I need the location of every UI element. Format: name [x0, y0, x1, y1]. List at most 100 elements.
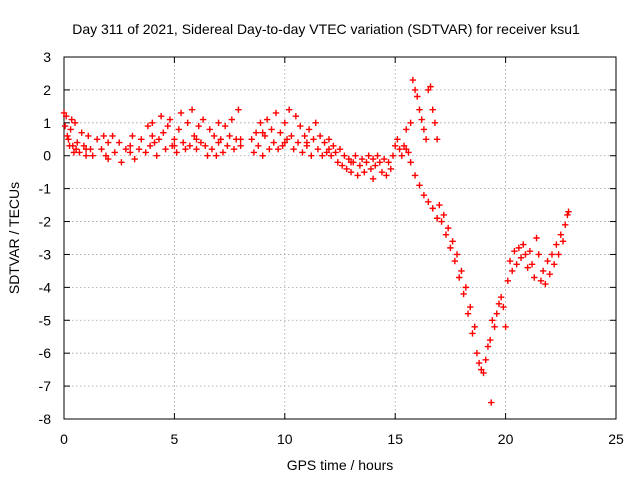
x-tick-label: 5: [171, 431, 179, 447]
data-point: [215, 139, 222, 146]
data-point: [440, 211, 447, 219]
data-point: [526, 247, 534, 255]
y-tick-label: 2: [43, 82, 51, 98]
gridlines: [64, 57, 616, 419]
data-point: [396, 145, 403, 153]
data-point: [449, 238, 456, 245]
data-point: [517, 254, 525, 261]
data-point: [425, 198, 432, 205]
data-point: [506, 257, 514, 265]
y-tick-label: -6: [39, 345, 52, 361]
data-point: [387, 165, 394, 173]
data-point: [562, 221, 569, 229]
data-point: [250, 149, 258, 156]
data-point: [389, 152, 397, 159]
data-point: [422, 136, 430, 143]
data-point: [144, 122, 152, 130]
data-point: [548, 251, 556, 258]
data-point: [146, 142, 154, 150]
data-point: [186, 142, 194, 150]
data-point: [263, 116, 271, 123]
data-point: [411, 172, 419, 179]
data-point: [67, 126, 74, 133]
data-point: [515, 244, 523, 252]
data-point: [431, 119, 439, 127]
data-point: [184, 119, 191, 127]
data-point: [469, 330, 476, 337]
data-point: [162, 145, 169, 153]
data-point: [511, 247, 518, 255]
data-point: [138, 136, 145, 143]
data-point: [546, 271, 553, 278]
data-point: [444, 224, 452, 232]
data-point: [429, 106, 436, 113]
data-point: [473, 349, 481, 357]
y-axis-label: SDTVAR / TECUs: [6, 182, 22, 294]
data-point: [257, 119, 264, 127]
data-point: [367, 165, 375, 173]
data-point: [118, 159, 125, 166]
x-tick-label: 15: [387, 431, 403, 447]
data-point: [385, 159, 392, 166]
data-point: [72, 145, 80, 153]
data-point: [433, 215, 441, 222]
data-point: [535, 251, 542, 258]
data-point: [433, 136, 441, 143]
data-point: [380, 155, 388, 163]
data-point: [166, 116, 174, 123]
data-point: [235, 106, 242, 113]
data-point: [89, 152, 96, 159]
data-point: [155, 136, 163, 143]
data-point: [157, 113, 165, 120]
y-tick-label: -3: [39, 246, 52, 262]
data-point: [488, 399, 495, 406]
data-point: [332, 149, 339, 156]
data-point: [206, 126, 213, 133]
y-tick-label: -1: [39, 181, 52, 197]
data-point: [60, 109, 68, 117]
data-point: [347, 159, 355, 166]
data-point: [414, 93, 421, 100]
data-point: [193, 136, 200, 143]
data-point: [539, 267, 547, 275]
data-point: [195, 122, 202, 130]
data-point: [398, 152, 406, 159]
data-point: [78, 129, 85, 136]
data-point: [509, 267, 516, 275]
data-point: [484, 343, 492, 350]
data-point: [504, 277, 512, 284]
data-point: [383, 172, 390, 179]
data-point: [191, 132, 198, 140]
data-point: [407, 159, 414, 166]
data-point: [491, 323, 498, 331]
data-point: [378, 168, 386, 176]
data-point: [495, 300, 503, 308]
data-point: [460, 290, 467, 298]
data-point: [71, 119, 79, 127]
data-point: [149, 132, 156, 140]
y-tick-label: 0: [43, 148, 51, 164]
data-point: [173, 149, 180, 156]
data-point: [486, 336, 494, 344]
y-tick-label: -8: [39, 411, 52, 427]
data-point: [171, 136, 178, 143]
data-point: [290, 145, 297, 153]
data-point: [131, 155, 138, 163]
data-point: [531, 274, 538, 281]
data-point: [394, 136, 401, 143]
data-point: [343, 165, 350, 173]
data-point: [392, 142, 399, 150]
data-point: [93, 136, 101, 143]
data-point: [283, 136, 291, 143]
y-tick-label: -2: [39, 214, 52, 230]
data-point: [429, 205, 436, 212]
data-point: [69, 142, 77, 150]
data-point: [255, 142, 262, 150]
data-point: [544, 257, 551, 265]
data-point: [129, 132, 136, 140]
y-tick-label: 3: [43, 49, 51, 65]
data-point: [226, 132, 233, 140]
data-point: [248, 136, 255, 143]
data-point: [301, 132, 308, 140]
